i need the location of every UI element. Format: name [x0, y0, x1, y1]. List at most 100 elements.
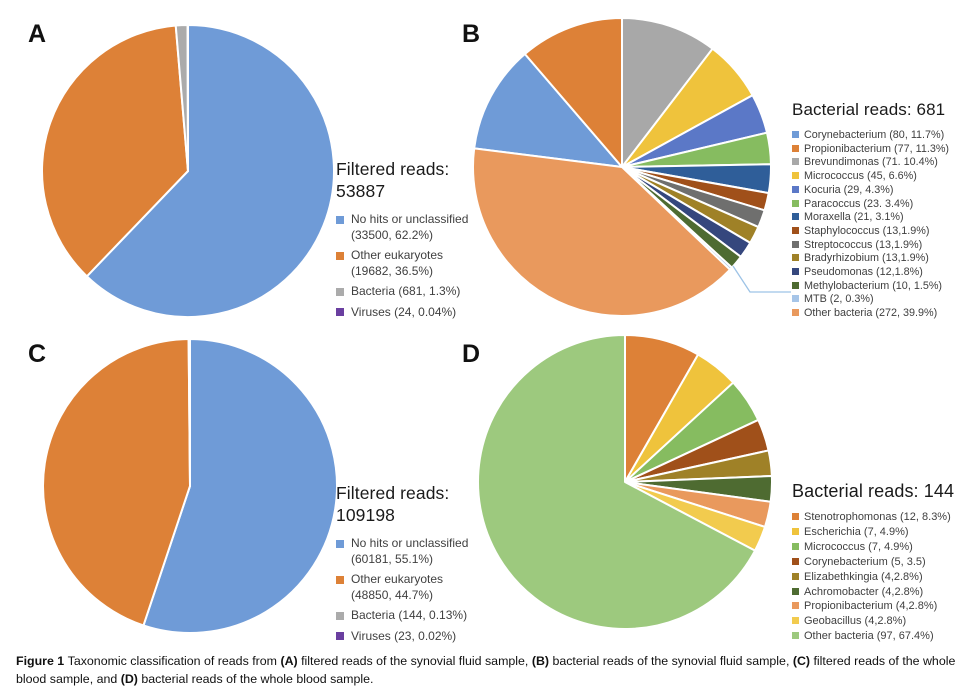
legend-swatch: [792, 131, 799, 138]
figure-caption: Figure 1 Taxonomic classification of rea…: [16, 652, 962, 688]
legend-item-other-eukaryotes: Other eukaryotes (48850, 44.7%): [336, 572, 484, 603]
legend-label: Achromobacter (4,2.8%): [804, 585, 924, 598]
legend-swatch: [336, 632, 344, 640]
legend-item-corynebacterium: Corynebacterium (80, 11.7%): [792, 129, 974, 143]
legend-c-items: No hits or unclassified (60181, 55.1%) Ot…: [336, 536, 484, 644]
pie-slice-other-bacteria: [477, 334, 756, 630]
legend-label: Brevundimonas (71. 10.4%): [804, 156, 938, 169]
legend-label: MTB (2, 0.3%): [804, 293, 874, 306]
legend-item-other-bacteria: Other bacteria (272, 39.9%): [792, 307, 974, 321]
legend-b: Bacterial reads: 681 Corynebacterium (80…: [792, 99, 974, 321]
caption-segment: bacterial reads of the synovial fluid sa…: [549, 654, 793, 668]
legend-label: Stenotrophomonas (12, 8.3%): [804, 511, 951, 523]
pie-slice-other-eukaryotes: [41, 24, 189, 278]
caption-bold-segment: (A): [280, 654, 298, 668]
legend-swatch: [792, 268, 799, 276]
legend-label: Propionibacterium (4,2.8%): [804, 600, 938, 613]
panel-label-b: B: [462, 20, 481, 48]
legend-swatch: [336, 308, 344, 316]
legend-item-mtb: MTB (2, 0.3%): [792, 293, 974, 307]
legend-swatch: [792, 144, 799, 152]
legend-label: Streptococcus (13,1.9%): [804, 238, 923, 251]
legend-label: No hits or unclassified (60181, 55.1%): [351, 536, 469, 566]
legend-item-staphylococcus: Staphylococcus (13,1.9%): [792, 225, 974, 239]
legend-label: Micrococcus (45, 6.6%): [804, 170, 917, 183]
panel-label-d: D: [462, 340, 481, 368]
panel-label-a: A: [28, 20, 47, 48]
legend-item-escherichia: Escherichia (7, 4.9%): [792, 525, 974, 540]
legend-label: Geobacillus (4,2.8%): [804, 615, 907, 628]
legend-item-corynebacterium: Corynebacterium (5, 3.5): [792, 555, 974, 570]
pie-slice-other-bacteria: [472, 147, 731, 318]
legend-item-stenotrophomonas: Stenotrophomonas (12, 8.3%): [792, 510, 974, 525]
legend-swatch: [792, 158, 799, 166]
caption-segment: Taxonomic classification of reads from: [67, 654, 281, 668]
legend-item-propionibacterium: Propionibacterium (4,2.8%): [792, 599, 974, 614]
legend-swatch: [792, 254, 799, 262]
legend-item-no-hits-or-unclassified: No hits or unclassified (33500, 62.2%): [336, 212, 484, 243]
legend-item-viruses: Viruses (24, 0.04%): [336, 305, 484, 321]
legend-item-bradyrhizobium: Bradyrhizobium (13,1.9%): [792, 252, 974, 266]
pie-slice-corynebacterium: [473, 53, 623, 168]
legend-swatch: [792, 226, 799, 234]
legend-a: Filtered reads: 53887 No hits or unclass…: [336, 158, 484, 325]
legend-b-items: Corynebacterium (80, 11.7%) Propionibacte…: [792, 129, 974, 321]
legend-swatch: [792, 527, 799, 535]
caption-bold-segment: (D): [120, 672, 138, 686]
caption-bold-segment: Figure 1: [16, 654, 68, 668]
legend-label: Other bacteria (272, 39.9%): [804, 307, 938, 320]
legend-swatch: [792, 281, 799, 289]
legend-label: Micrococcus (7, 4.9%): [804, 540, 913, 553]
legend-label: Pseudomonas (12,1.8%): [804, 266, 923, 279]
legend-item-viruses: Viruses (23, 0.02%): [336, 629, 484, 645]
caption-bold-segment: (C): [792, 654, 811, 668]
legend-label: Elizabethkingia (4,2.8%): [804, 570, 923, 583]
legend-swatch: [792, 542, 799, 550]
legend-label: Escherichia (7, 4.9%): [804, 525, 909, 538]
legend-item-achromobacter: Achromobacter (4,2.8%): [792, 585, 974, 600]
legend-item-bacteria: Bacteria (144, 0.13%): [336, 608, 484, 624]
pie-slice-no-hits-or-unclassified: [85, 24, 335, 318]
legend-a-title: Filtered reads: 53887: [336, 159, 450, 201]
legend-swatch: [336, 575, 344, 584]
panel-label-c: C: [28, 340, 47, 368]
legend-swatch: [792, 213, 799, 221]
legend-label: Bacteria (681, 1.3%): [351, 284, 461, 298]
pie-slice-propionibacterium: [523, 17, 623, 168]
legend-item-geobacillus: Geobacillus (4,2.8%): [792, 614, 974, 629]
legend-swatch: [792, 240, 799, 248]
legend-item-other-eukaryotes: Other eukaryotes (19682, 36.5%): [336, 248, 484, 279]
pie-slice-brevundimonas: [621, 17, 714, 168]
pie-slice-other-eukaryotes: [42, 338, 191, 627]
caption-segment: bacterial reads of the whole blood sampl…: [137, 672, 374, 686]
legend-swatch: [792, 185, 799, 193]
legend-item-elizabethkingia: Elizabethkingia (4,2.8%): [792, 570, 974, 585]
legend-swatch: [336, 539, 344, 548]
legend-label: Other eukaryotes (48850, 44.7%): [351, 572, 444, 602]
legend-label: Corynebacterium (80, 11.7%): [804, 129, 945, 141]
legend-item-streptococcus: Streptococcus (13,1.9%): [792, 239, 974, 253]
legend-label: Viruses (23, 0.02%): [351, 628, 457, 643]
legend-item-bacteria: Bacteria (681, 1.3%): [336, 284, 484, 300]
legend-item-brevundimonas: Brevundimonas (71. 10.4%): [792, 156, 974, 170]
legend-item-moraxella: Moraxella (21, 3.1%): [792, 211, 974, 225]
caption-segment: filtered reads of the synovial fluid sam…: [297, 654, 532, 668]
legend-swatch: [792, 587, 799, 595]
legend-item-micrococcus: Micrococcus (7, 4.9%): [792, 540, 974, 555]
legend-a-items: No hits or unclassified (33500, 62.2%) Ot…: [336, 212, 484, 320]
legend-c-title: Filtered reads: 109198: [336, 483, 450, 525]
legend-item-no-hits-or-unclassified: No hits or unclassified (60181, 55.1%): [336, 536, 484, 567]
legend-swatch: [792, 309, 799, 317]
legend-item-other-bacteria: Other bacteria (97, 67.4%): [792, 629, 974, 644]
legend-swatch: [792, 513, 799, 520]
caption-bold-segment: (B): [531, 654, 550, 668]
legend-swatch: [792, 199, 799, 207]
legend-label: Viruses (24, 0.04%): [351, 304, 457, 319]
pie-chart-a: [41, 23, 335, 318]
pie-chart-b: [472, 17, 772, 318]
legend-swatch: [792, 602, 799, 610]
legend-label: Paracoccus (23. 3.4%): [804, 197, 914, 210]
legend-item-propionibacterium: Propionibacterium (77, 11.3%): [792, 143, 974, 157]
pie-slice-no-hits-or-unclassified: [142, 338, 338, 634]
